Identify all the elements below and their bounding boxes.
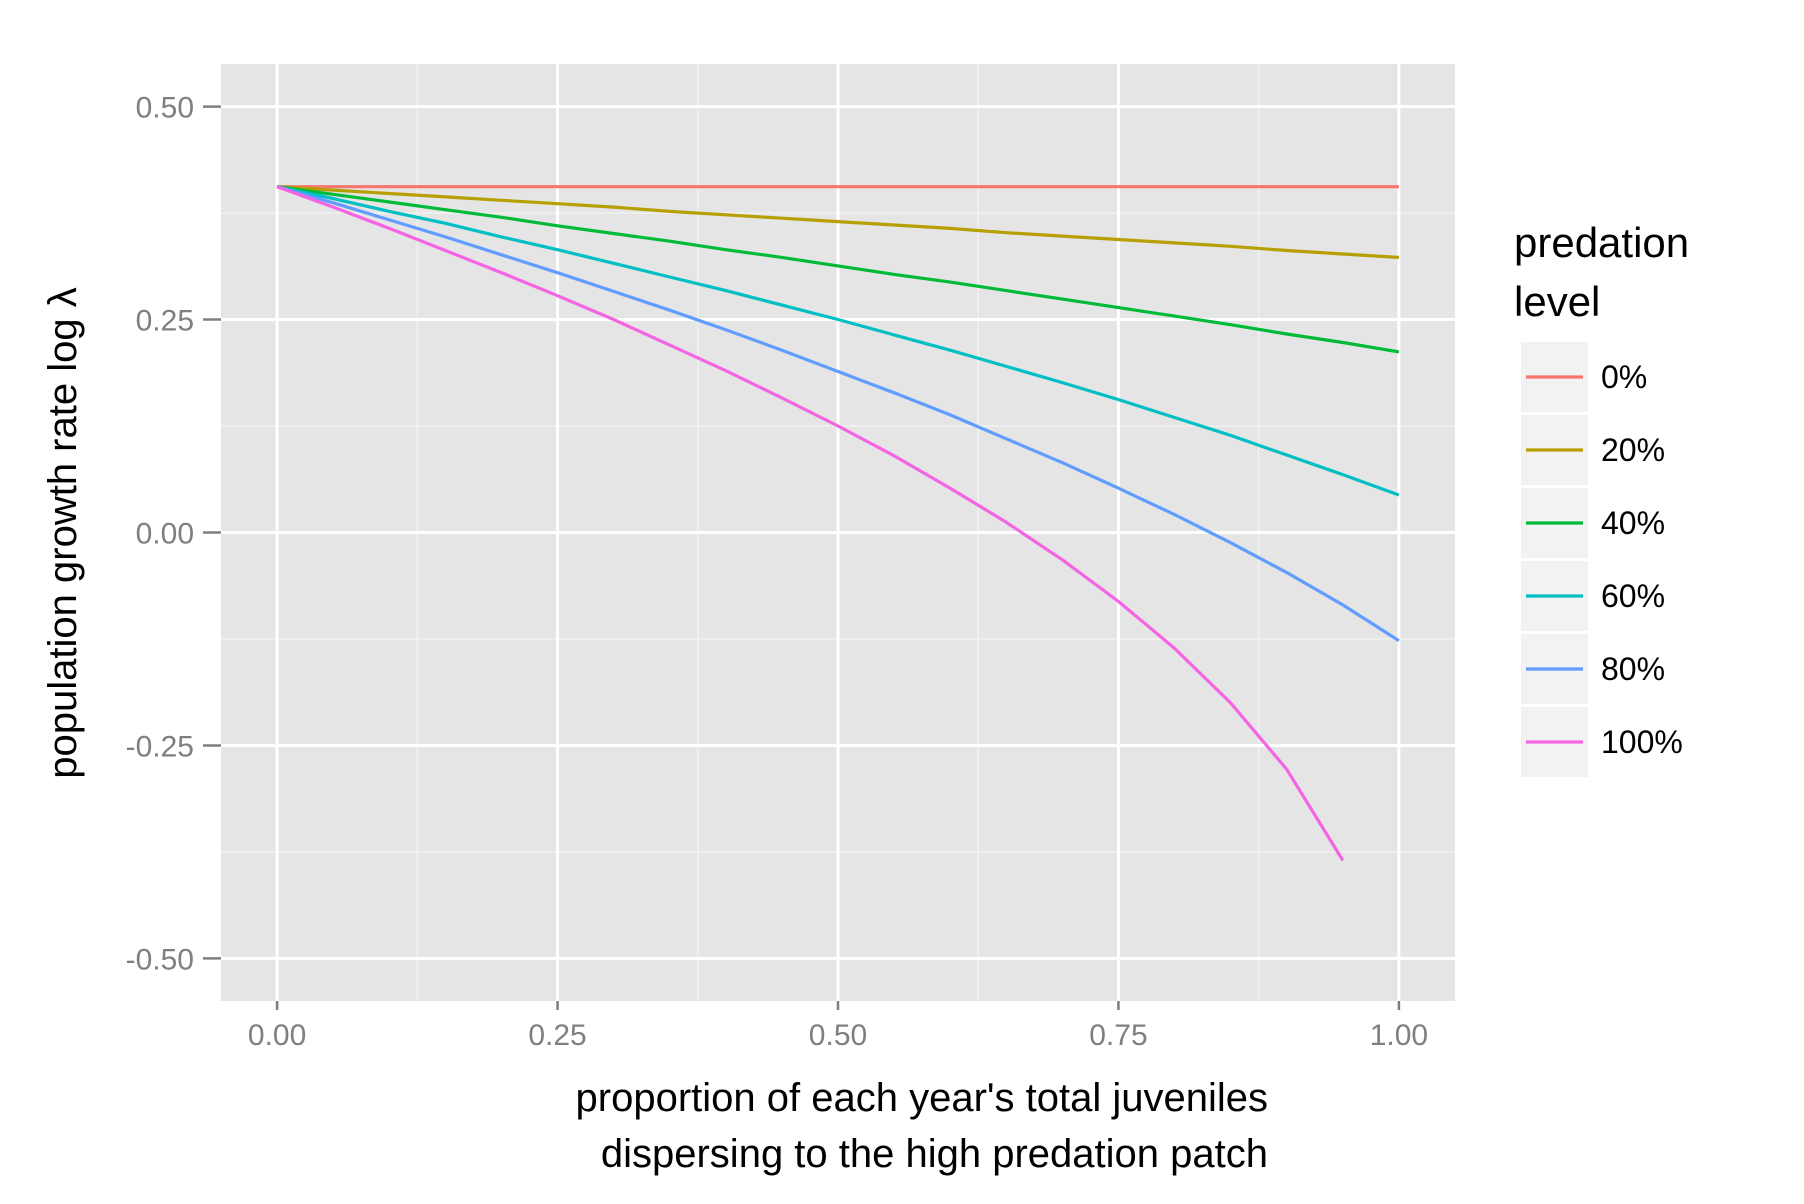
series-line: [276, 185, 1345, 862]
series-line: [277, 185, 1399, 259]
legend-title-line-2: level: [1514, 278, 1600, 325]
series-line: [276, 185, 1400, 354]
legend: 0% 20% 40% 60% 80% 100%: [1521, 342, 1683, 777]
x-tick-label: 0.75: [1089, 1019, 1147, 1052]
y-tick-label: 0.25: [136, 305, 194, 338]
legend-title-line-1: predation: [1514, 219, 1689, 266]
legend-label: 60%: [1601, 578, 1665, 614]
legend-label: 100%: [1601, 724, 1683, 760]
x-axis-title-line-2: dispersing to the high predation patch: [601, 1132, 1268, 1176]
legend-label: 0%: [1601, 359, 1647, 395]
series-line: [276, 185, 1400, 497]
series-line: [276, 185, 1400, 643]
x-tick-label: 0.50: [809, 1019, 867, 1052]
y-tick-label: 0.00: [136, 518, 194, 551]
x-axis-ticks: 0.00 0.25 0.50 0.75 1.00: [248, 1001, 1428, 1052]
y-tick-label: -0.50: [126, 943, 194, 976]
x-tick-label: 1.00: [1370, 1019, 1428, 1052]
y-axis-ticks: 0.50 0.25 0.00 -0.25 -0.50: [126, 92, 221, 976]
x-axis-title-line-1: proportion of each year's total juvenile…: [576, 1076, 1268, 1120]
y-tick-label: -0.25: [126, 730, 194, 763]
legend-label: 40%: [1601, 505, 1665, 541]
legend-label: 20%: [1601, 432, 1665, 468]
x-tick-label: 0.00: [248, 1019, 306, 1052]
y-axis-title: population growth rate log λ: [41, 287, 85, 778]
legend-label: 80%: [1601, 651, 1665, 687]
x-tick-label: 0.25: [528, 1019, 586, 1052]
y-tick-label: 0.50: [136, 92, 194, 125]
series-lines: [276, 185, 1400, 862]
